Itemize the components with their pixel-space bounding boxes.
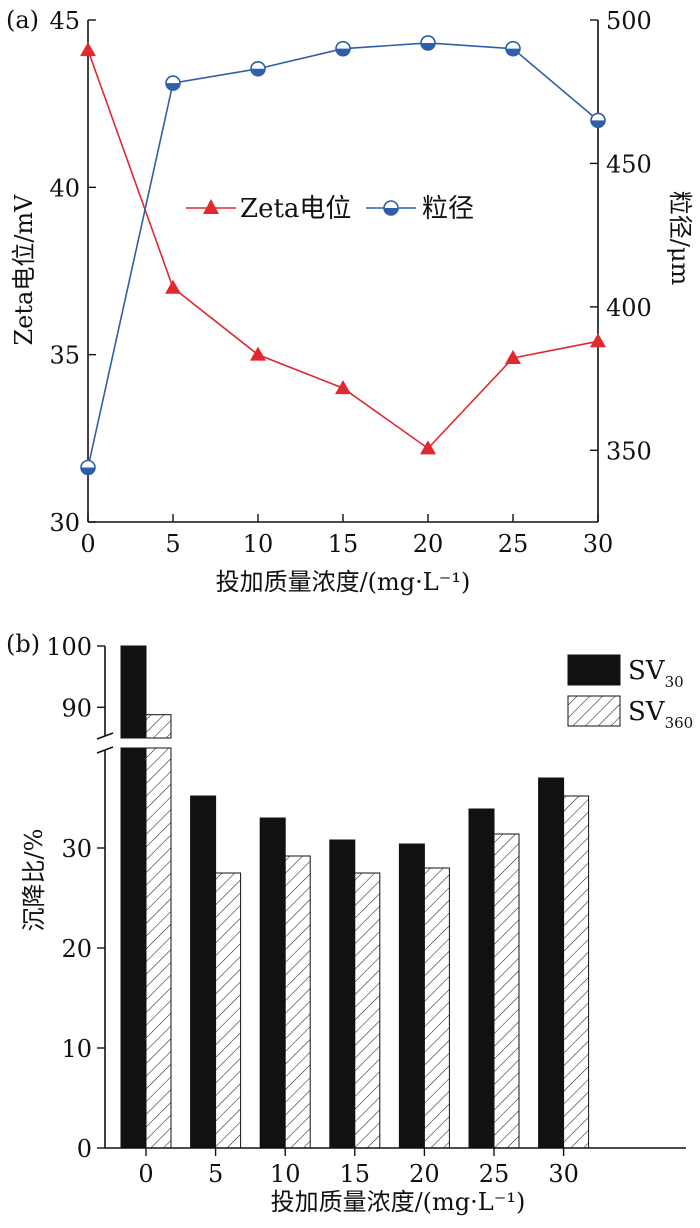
- legend-label-zeta: Zeta电位: [240, 194, 351, 224]
- bar-sv360: [563, 795, 590, 1149]
- legend-swatch-sv30: [567, 654, 621, 686]
- panel-a-x-tick-label: 10: [243, 530, 274, 558]
- bar-sv30: [398, 843, 425, 1149]
- series-line-size: [87, 42, 599, 468]
- legend-marker-zeta: [203, 199, 219, 214]
- bar-sv30: [120, 645, 147, 1149]
- bar-sv30: [538, 777, 565, 1149]
- panel-b-legend: SV30 SV360: [567, 654, 693, 732]
- bar-sv360: [215, 872, 242, 1149]
- size-point: [505, 40, 521, 57]
- panel-b-x-tick-label: 20: [409, 1160, 440, 1188]
- panel-b-x-tick-label: 0: [138, 1160, 153, 1188]
- legend-label-size: 粒径: [422, 194, 474, 224]
- panel-a-left-y-axis-title: Zeta电位/mV: [10, 194, 38, 346]
- size-point: [420, 35, 436, 51]
- panel-b-x-tick-label: 30: [548, 1160, 579, 1188]
- panel-b-ticks: 0 10 20 30 90 100 0 5 10 15 20 25 30: [46, 633, 579, 1188]
- panel-a-x-tick-label: 5: [165, 530, 180, 558]
- panel-b-x-tick-label: 15: [340, 1160, 371, 1188]
- panel-a-ticks: 0 5 10 15 20 25 30 30 35 40 45 350 400 450 500: [49, 7, 651, 558]
- panel-a-left-y-tick-label: 45: [49, 7, 80, 35]
- legend-swatch-sv360: [567, 695, 621, 727]
- bar-sv30: [329, 839, 356, 1149]
- size-point: [80, 459, 96, 476]
- zeta-point: [80, 42, 96, 57]
- panel-b-y-tick-label: 90: [61, 694, 92, 722]
- zeta-point: [590, 333, 606, 348]
- legend-label-sv30: SV30: [628, 656, 684, 691]
- size-point: [335, 40, 351, 57]
- panel-a-left-y-tick-label: 30: [49, 509, 80, 537]
- panel-b-x-tick-label: 5: [208, 1160, 223, 1188]
- panel-a-axes: [87, 20, 599, 523]
- panel-a-legend: Zeta电位 粒径: [186, 194, 474, 224]
- panel-b-y-axis-title: 沉降比/%: [20, 829, 48, 932]
- panel-b-axes: [96, 646, 686, 1149]
- size-point: [590, 112, 606, 129]
- zeta-point: [165, 279, 181, 294]
- panel-b-y-tick-label: 30: [61, 835, 92, 863]
- panel-a-left-y-tick-label: 35: [49, 342, 80, 370]
- axis-break-mark: [96, 732, 114, 754]
- panel-b-x-tick-label: 25: [479, 1160, 510, 1188]
- bar-sv30: [259, 817, 286, 1149]
- legend-marker-size: [383, 200, 399, 216]
- panel-b-x-tick-label: 10: [270, 1160, 301, 1188]
- panel-a-x-tick-label: 15: [328, 530, 359, 558]
- panel-b-y-tick-label: 20: [61, 935, 92, 963]
- panel-a-x-tick-label: 25: [498, 530, 529, 558]
- panel-b-y-tick-label: 0: [77, 1135, 92, 1163]
- zeta-point: [250, 346, 266, 361]
- panel-b-x-axis-title: 投加质量浓度/(mg·L⁻¹): [271, 1188, 526, 1216]
- panel-b-bars: [120, 645, 590, 1149]
- panel-a-right-y-axis-title: 粒径/μm: [666, 191, 694, 286]
- panel-b-y-tick-label: 10: [61, 1035, 92, 1063]
- panel-a-right-y-tick-label: 500: [606, 7, 652, 35]
- panel-a-series: [80, 35, 606, 476]
- bar-sv360: [284, 855, 311, 1149]
- panel-b-bar-chart: (b) 0 10 20 30 90 100 0 5 10 15 20 25 30 投加质量浓度/(mg·…: [6, 630, 693, 1216]
- bar-sv360: [493, 833, 520, 1149]
- zeta-point: [420, 440, 436, 455]
- panel-a-line-chart: (a) 0 5 10 15 20 25 30 30 35 40 45 350 400 450 500 投加质…: [6, 6, 694, 596]
- panel-a-right-y-tick-label: 350: [606, 437, 652, 465]
- panel-a-left-y-tick-label: 40: [49, 174, 80, 202]
- panel-a-right-y-tick-label: 450: [606, 150, 652, 178]
- panel-a-label: (a): [6, 6, 39, 34]
- panel-a-x-tick-label: 20: [413, 530, 444, 558]
- panel-b-label: (b): [6, 630, 40, 658]
- bar-sv30: [190, 795, 217, 1149]
- bar-sv30: [468, 808, 495, 1149]
- bar-sv360: [354, 872, 381, 1149]
- panel-a-x-tick-label: 30: [583, 530, 614, 558]
- panel-b-y-tick-label: 100: [46, 633, 92, 661]
- bar-sv360: [423, 867, 450, 1149]
- panel-a-right-y-tick-label: 400: [606, 294, 652, 322]
- panel-a-x-tick-label: 0: [80, 530, 95, 558]
- size-point: [250, 60, 266, 77]
- bar-sv360: [145, 714, 172, 1149]
- legend-label-sv360: SV360: [628, 697, 693, 732]
- zeta-point: [335, 380, 351, 395]
- panel-a-x-axis-title: 投加质量浓度/(mg·L⁻¹): [216, 568, 471, 596]
- zeta-point: [505, 350, 521, 365]
- size-point: [165, 75, 181, 91]
